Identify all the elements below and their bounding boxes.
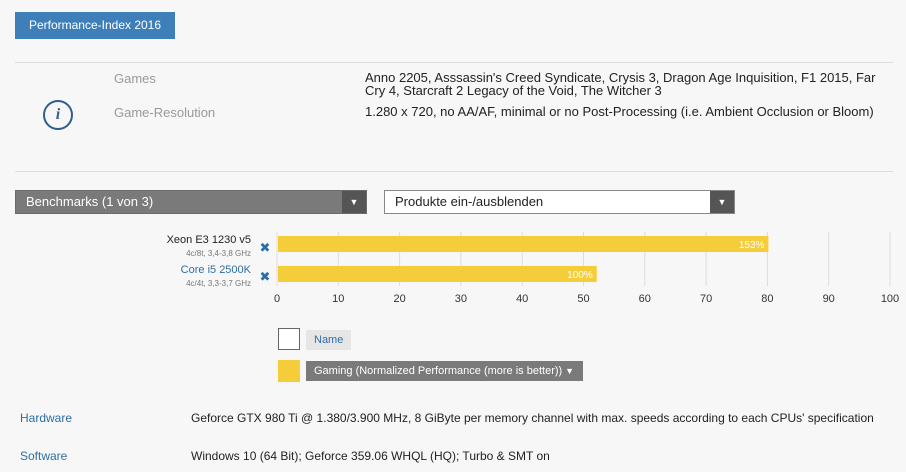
products-select-label: Produkte ein-/ausblenden (395, 194, 544, 209)
chevron-down-icon[interactable]: ▼ (565, 366, 574, 376)
metric-select[interactable]: Gaming (Normalized Performance (more is … (306, 361, 583, 381)
legend-name-swatch[interactable] (278, 328, 300, 350)
chevron-down-icon[interactable]: ▼ (342, 191, 366, 213)
info-icon: i (43, 100, 73, 130)
cpu-name-i5[interactable]: Core i5 2500K (180, 264, 251, 276)
games-label: Games (114, 71, 156, 86)
legend-metric-swatch (278, 360, 300, 382)
bar (278, 266, 597, 282)
hardware-value: Geforce GTX 980 Ti @ 1.380/3.900 MHz, 8 … (191, 411, 874, 425)
tick-label: 10 (332, 293, 344, 305)
remove-i5-icon[interactable]: ✖ (259, 269, 271, 284)
performance-index-tab[interactable]: Performance-Index 2016 (15, 12, 175, 39)
tick-label: 80 (761, 293, 773, 305)
software-label[interactable]: Software (20, 449, 68, 463)
tick-label: 70 (700, 293, 712, 305)
data-label: 100% (567, 270, 593, 281)
tick-label: 40 (516, 293, 528, 305)
products-select[interactable]: Produkte ein-/ausblenden ▼ (384, 190, 735, 214)
cpu-specs-xeon: 4c/8t, 3,4-3,8 GHz (186, 249, 251, 258)
games-value: Anno 2205, Asssassin's Creed Syndicate, … (365, 70, 876, 98)
chevron-down-icon[interactable]: ▼ (710, 191, 734, 213)
benchmark-chart: 153% 100% 0 10 20 30 40 50 60 70 80 90 100 (274, 232, 899, 305)
tick-label: 60 (639, 293, 651, 305)
data-label: 153% (739, 240, 765, 251)
hardware-label[interactable]: Hardware (20, 411, 73, 425)
bar (278, 236, 769, 252)
benchmark-select-label: Benchmarks (1 von 3) (26, 194, 154, 209)
tick-label: 0 (274, 293, 280, 305)
remove-xeon-icon[interactable]: ✖ (259, 240, 271, 255)
metric-select-label: Gaming (Normalized Performance (more is … (314, 365, 563, 377)
info-panel: i Games Anno 2205, Asssassin's Creed Syn… (15, 62, 893, 172)
tick-label: 90 (823, 293, 835, 305)
tick-label: 100 (881, 293, 899, 305)
benchmark-select[interactable]: Benchmarks (1 von 3) ▼ (15, 190, 367, 214)
cpu-specs-i5: 4c/4t, 3,3-3,7 GHz (186, 279, 251, 288)
software-value: Windows 10 (64 Bit); Geforce 359.06 WHQL… (191, 449, 550, 463)
resolution-value: 1.280 x 720, no AA/AF, minimal or no Pos… (365, 104, 874, 119)
cpu-name-xeon: Xeon E3 1230 v5 (166, 234, 251, 246)
legend-name-button[interactable]: Name (306, 330, 352, 350)
tick-label: 30 (455, 293, 467, 305)
tick-label: 50 (577, 293, 589, 305)
resolution-label: Game-Resolution (114, 105, 216, 120)
tick-label: 20 (393, 293, 405, 305)
